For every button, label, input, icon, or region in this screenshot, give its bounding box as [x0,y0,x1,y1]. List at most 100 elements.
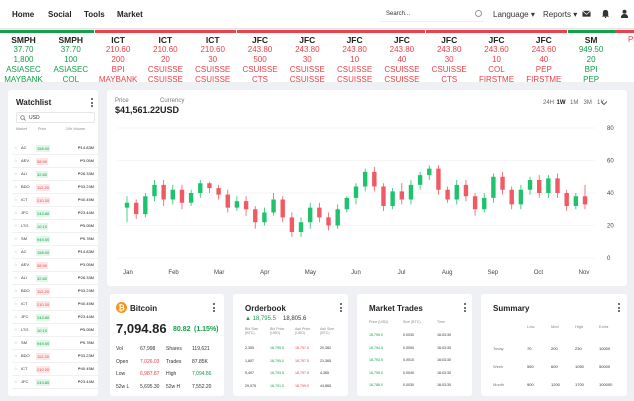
nav-social[interactable]: Social [48,10,72,19]
ticker-item[interactable]: JFC 243.80 40 CSUISSE CSUISSE [378,30,426,82]
x-tick-label: Sep [487,270,498,276]
watchlist-symbol: SM [21,236,27,241]
summary-row-label: Month [493,382,505,387]
nav-market[interactable]: Market [117,10,143,19]
watchlist-row[interactable]: ☆ LTG 10.10 ₱5.05M [12,220,98,233]
star-icon[interactable]: ☆ [14,145,18,150]
bell-icon[interactable] [601,9,610,18]
watchlist-row[interactable]: ☆ BDO 112.20 ₱33.23M [12,285,98,298]
candle [234,201,240,208]
star-icon[interactable]: ☆ [14,366,18,371]
watchlist-row[interactable]: ☆ ICT 210.20 ₱40.45M [12,363,98,376]
orderbook-cell: 2,305 [245,346,254,350]
ticker-item[interactable]: PHLS [614,30,634,82]
watchlist-price: 158.00 [36,249,51,256]
trades-cell: 16:03:30 [437,370,451,375]
watchlist-search-input[interactable]: USD [16,112,95,123]
watchlist-row[interactable]: ☆ SM 949.50 ₱5.78M [12,233,98,246]
star-icon[interactable]: ☆ [14,236,18,241]
orderbook-cell: 29,075 [245,383,256,388]
watchlist-price: 243.80 [36,379,51,386]
star-icon[interactable]: ☆ [14,171,18,176]
orderbook-menu-icon[interactable] [340,303,343,313]
ticker-item[interactable]: SMPH 37.70 1,800 ASIASEC MAYBANK [0,30,47,82]
star-icon[interactable]: ☆ [14,327,18,332]
star-icon[interactable]: ☆ [14,301,18,306]
bitcoin-stat: High [166,371,177,377]
timeframe-24h[interactable]: 24H [543,100,555,106]
timeframe-1w[interactable]: 1W [556,100,566,106]
ticker-item[interactable]: ICT 210.60 30 CSUISSE CSUISSE [189,30,237,82]
star-icon[interactable]: ☆ [14,158,18,163]
star-icon[interactable]: ☆ [14,275,18,280]
star-icon[interactable]: ☆ [14,210,18,215]
candle [289,217,295,232]
ticker-broker: CSUISSE [289,65,325,74]
timeframe-1m[interactable]: 1M [570,100,579,106]
star-icon[interactable]: ☆ [14,184,18,189]
watchlist-row[interactable]: ☆ BDO 112.20 ₱33.23M [12,181,98,194]
chevron-down-icon[interactable] [600,100,608,106]
user-icon[interactable] [620,9,629,18]
search-input[interactable]: Search... [380,8,484,22]
star-icon[interactable]: ☆ [14,262,18,267]
watchlist-row[interactable]: ☆ AEV 38.90 ₱3.05M [12,259,98,272]
x-tick-label: Jun [351,270,361,276]
orderbook-cell: 4,365 [320,371,329,375]
reports-dropdown[interactable]: Reports ▾ [543,10,578,19]
summary-menu-icon[interactable] [618,303,621,313]
trades-menu-icon[interactable] [464,303,467,313]
watchlist-row[interactable]: ☆ AC 158.00 ₱14.83M [12,246,98,259]
watchlist-row[interactable]: ☆ JFC 243.80 ₱23.44M [12,376,98,389]
nav-tools[interactable]: Tools [84,10,105,19]
bitcoin-menu-icon[interactable] [213,303,216,313]
ticker-item[interactable]: JFC 243.80 30 CSUISSE CTS [425,30,473,82]
watchlist-row[interactable]: ☆ SM 949.50 ₱5.78M [12,337,98,350]
star-icon[interactable]: ☆ [14,379,18,384]
watchlist-row[interactable]: ☆ AC 158.00 ₱14.83M [12,142,98,155]
ticker-item[interactable]: ICT 210.60 200 BPI MAYBANK [94,30,142,82]
star-icon[interactable]: ☆ [14,288,18,293]
star-icon[interactable]: ☆ [14,223,18,228]
ticker-item[interactable]: SM 949.50 20 BPI PEP [567,30,615,82]
nav-home[interactable]: Home [12,10,35,19]
watchlist-symbol: ALI [21,275,28,280]
summary-cell: 10000 [599,346,611,351]
watchlist-row[interactable]: ☆ LTG 10.10 ₱5.05M [12,324,98,337]
ticker-price: 243.80 [436,45,462,54]
watchlist-row[interactable]: ☆ AEV 38.90 ₱3.05M [12,155,98,168]
bitcoin-stat: 119,621 [192,346,210,352]
star-icon[interactable]: ☆ [14,340,18,345]
watchlist-row[interactable]: ☆ ALI 32.80 ₱28.33M [12,168,98,181]
language-label: Language [493,10,529,19]
watchlist-menu-icon[interactable] [91,98,94,108]
star-icon[interactable]: ☆ [14,353,18,358]
ticker-item[interactable]: JFC 243.80 10 CSUISSE CSUISSE [331,30,379,82]
candle [372,171,377,187]
ticker-item[interactable]: SMPH 37.70 100 ASIASEC COL [47,30,95,82]
watchlist-row[interactable]: ☆ ALI 32.80 ₱28.33M [12,272,98,285]
ticker-item[interactable]: JFC 243.80 500 CSUISSE CTS [236,30,284,82]
ticker-item[interactable]: JFC 243.80 30 CSUISSE CSUISSE [283,30,331,82]
language-dropdown[interactable]: Language ▾ [493,10,535,19]
watchlist-symbol: BDO [21,184,30,189]
timeframe-1y[interactable]: 1Y [597,100,605,106]
watchlist-volume: ₱40.45M [77,366,94,371]
trades-column: Time [437,320,445,324]
ticker-item[interactable]: JFC 243.60 40 PEP FIRSTME [520,30,568,82]
ticker-item[interactable]: JFC 243.60 10 COL FIRSTME [473,30,520,82]
watchlist-row[interactable]: ☆ BDO 112.20 ₱33.23M [12,350,98,363]
mail-icon[interactable] [582,9,591,18]
ticker-name: MAYBANK [98,75,138,82]
star-icon[interactable]: ☆ [14,197,18,202]
ticker-item[interactable]: ICT 210.60 20 CSUISSE CSUISSE [141,30,189,82]
star-icon[interactable]: ☆ [14,314,18,319]
watchlist-row[interactable]: ☆ ICT 210.20 ₱40.45M [12,194,98,207]
star-icon[interactable]: ☆ [14,249,18,254]
ticker-symbol: JFC [535,35,552,45]
timeframe-3m[interactable]: 3M [583,100,592,106]
watchlist-row[interactable]: ☆ ICT 210.20 ₱40.45M [12,298,98,311]
watchlist-row[interactable]: ☆ JFC 243.80 ₱23.44M [12,207,98,220]
ticker-symbol: JFC [488,35,505,45]
watchlist-row[interactable]: ☆ JFC 243.80 ₱23.44M [12,311,98,324]
